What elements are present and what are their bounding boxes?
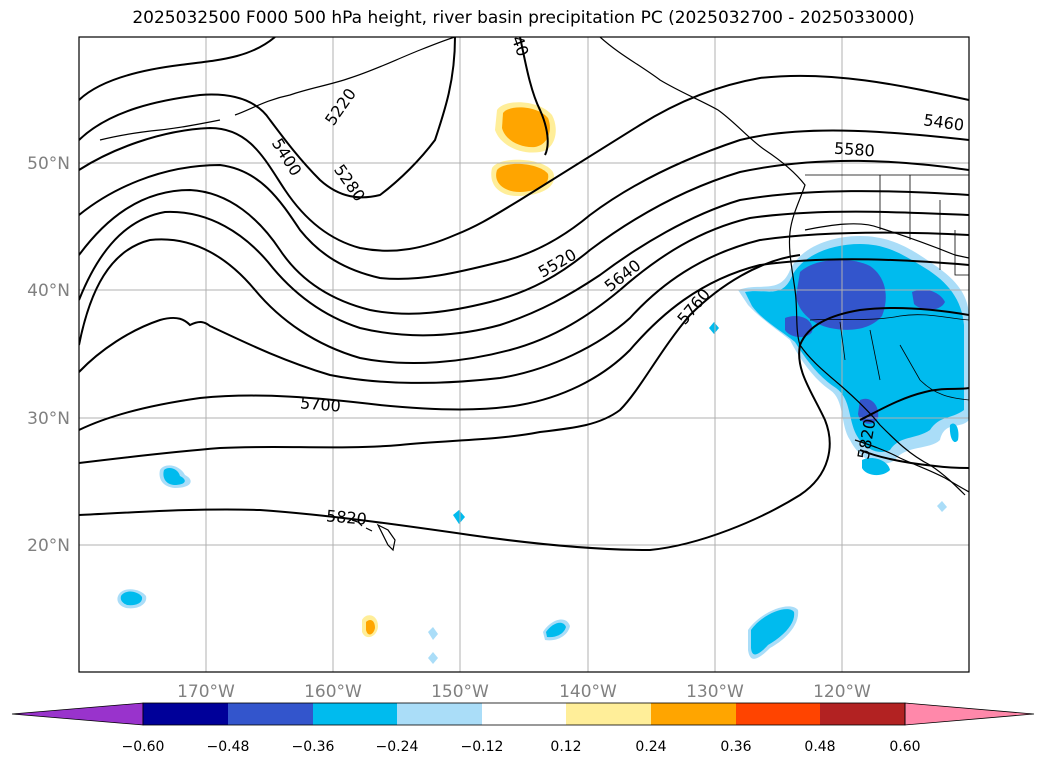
lat-label: 40°N xyxy=(27,281,70,301)
colorbar-segment xyxy=(566,703,651,725)
colorbar-outline xyxy=(142,702,906,726)
colorbar-tick-label: 0.12 xyxy=(550,739,581,755)
lon-label: 160°W xyxy=(304,682,362,702)
hawaii-islands xyxy=(376,523,396,552)
lon-label: 130°W xyxy=(686,682,744,702)
precip-positive-orange xyxy=(366,620,375,635)
colorbar-tick-label: −0.48 xyxy=(207,739,250,755)
contour-line xyxy=(859,387,969,421)
colorbar-tick-label: −0.36 xyxy=(292,739,335,755)
precipitation-shading xyxy=(117,102,969,664)
precip-positive-orange xyxy=(502,107,550,148)
precip-negative-light xyxy=(428,627,438,640)
longitude-labels: 170°W 160°W 150°W 140°W 130°W 120°W xyxy=(177,682,871,702)
precip-negative-cyan xyxy=(709,322,719,334)
contour-line xyxy=(79,210,969,365)
contour-line xyxy=(79,258,969,431)
interior-borders xyxy=(809,314,969,401)
precip-negative-blue xyxy=(796,259,886,330)
precip-negative-cyan xyxy=(453,510,465,524)
contour-label: 5700 xyxy=(299,393,341,415)
precip-positive-orange xyxy=(496,163,549,192)
lon-label: 170°W xyxy=(177,682,235,702)
contour-label: 5580 xyxy=(833,139,875,161)
colorbar-tick-label: 0.60 xyxy=(889,739,920,755)
aleutian-islands xyxy=(99,119,221,141)
lat-label: 20°N xyxy=(27,536,70,556)
contour-line xyxy=(79,190,969,337)
contour-line xyxy=(79,254,801,464)
map-border xyxy=(78,36,970,673)
colorbar-tick-label: 0.48 xyxy=(804,739,835,755)
lat-label: 50°N xyxy=(27,154,70,174)
contour-label: 40 xyxy=(508,33,533,59)
baja-coastline xyxy=(854,439,969,493)
contour-line xyxy=(79,306,969,552)
colorbar-tick-label: −0.60 xyxy=(122,739,165,755)
precip-negative-cyan xyxy=(751,609,795,655)
contour-line xyxy=(79,74,969,252)
colorbar-segment xyxy=(736,703,820,725)
colorbar-segment xyxy=(228,703,313,725)
map-content: 5220 5400 5280 40 5460 5580 5520 5640 57… xyxy=(79,33,969,672)
colorbar-segment xyxy=(313,703,397,725)
contour-line xyxy=(519,37,549,156)
colorbar-segment xyxy=(143,703,228,725)
precip-negative-light xyxy=(428,652,438,664)
map-title: 2025032500 F000 500 hPa height, river ba… xyxy=(132,8,915,28)
precip-negative-cyan xyxy=(120,591,143,606)
contour-line xyxy=(79,129,969,280)
lon-label: 120°W xyxy=(813,682,871,702)
contour-line xyxy=(79,159,969,315)
colorbar-tick-label: −0.12 xyxy=(461,739,504,755)
colorbar-tick-label: 0.36 xyxy=(720,739,751,755)
colorbar-tick-label: −0.24 xyxy=(376,739,419,755)
precip-negative-light xyxy=(937,501,947,512)
contour-label: 5820 xyxy=(325,506,367,528)
colorbar: −0.60 −0.48 −0.36 −0.24 −0.12 0.12 0.24 … xyxy=(11,702,1035,755)
graticule xyxy=(79,37,969,672)
colorbar-extend-low xyxy=(11,702,144,726)
lon-label: 150°W xyxy=(431,682,489,702)
contour-line xyxy=(79,37,276,101)
contour-line xyxy=(79,37,456,199)
contour-line xyxy=(859,449,969,469)
colorbar-segment xyxy=(397,703,482,725)
colorbar-segment xyxy=(482,703,566,725)
colorbar-extend-high xyxy=(904,702,1035,726)
precip-negative-cyan xyxy=(546,622,566,638)
precip-negative-blue xyxy=(912,289,945,310)
colorbar-tick-label: 0.24 xyxy=(635,739,666,755)
precip-negative-cyan xyxy=(862,458,890,476)
alaska-coastline xyxy=(234,37,456,116)
lon-label: 140°W xyxy=(559,682,617,702)
hawaii-islands-small xyxy=(351,519,373,532)
precip-negative-cyan xyxy=(163,468,185,485)
precip-negative-blue xyxy=(785,315,813,338)
state-borders xyxy=(805,174,969,276)
height-contours xyxy=(79,37,969,552)
colorbar-segment xyxy=(820,703,905,725)
contour-line xyxy=(79,231,969,384)
precip-negative-cyan xyxy=(949,423,959,443)
lat-label: 30°N xyxy=(27,409,70,429)
latitude-labels: 50°N 40°N 30°N 20°N xyxy=(27,154,70,556)
colorbar-segment xyxy=(651,703,736,725)
